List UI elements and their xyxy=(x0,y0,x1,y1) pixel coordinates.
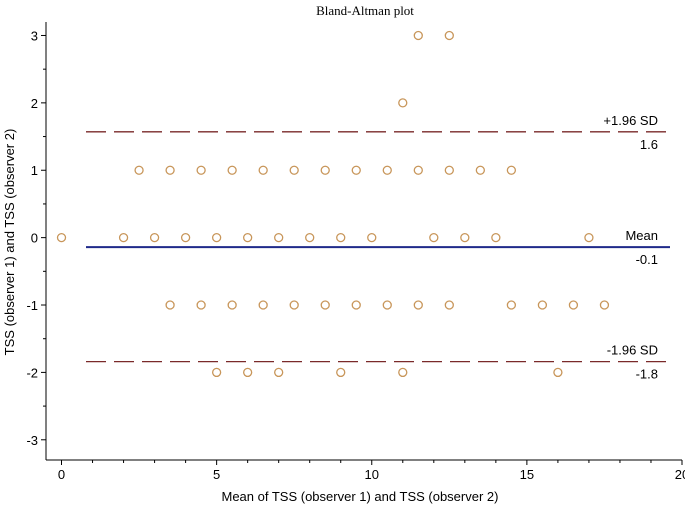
data-point xyxy=(444,165,454,175)
y-tick-label: 0 xyxy=(31,231,38,246)
data-point xyxy=(56,232,67,243)
x-tick-label: 5 xyxy=(213,467,220,482)
data-point xyxy=(289,165,299,175)
data-point xyxy=(351,165,361,175)
reference-line-value: -0.1 xyxy=(636,252,658,267)
data-point xyxy=(475,165,485,175)
data-point xyxy=(149,232,160,243)
data-point xyxy=(537,300,548,310)
data-point xyxy=(367,232,377,243)
reference-line-value: 1.6 xyxy=(640,137,658,152)
data-point xyxy=(413,300,423,310)
reference-line-value: -1.8 xyxy=(636,367,658,382)
data-point xyxy=(460,232,470,243)
x-tick-label: 0 xyxy=(58,467,65,482)
data-point xyxy=(180,232,191,243)
data-point xyxy=(196,165,206,175)
data-point xyxy=(211,232,222,243)
data-point xyxy=(134,165,144,175)
data-point xyxy=(506,165,517,175)
data-point xyxy=(351,300,361,310)
x-tick-label: 10 xyxy=(365,467,379,482)
y-tick-label: 1 xyxy=(31,163,38,178)
data-point xyxy=(444,300,454,310)
data-point xyxy=(118,232,129,243)
data-point xyxy=(243,232,253,243)
data-point xyxy=(320,165,330,175)
x-tick-label: 20 xyxy=(675,467,685,482)
data-point xyxy=(305,232,315,243)
data-point xyxy=(336,232,346,243)
reference-line-name: +1.96 SD xyxy=(603,113,658,128)
data-point xyxy=(258,165,268,175)
data-point xyxy=(429,232,439,243)
data-point xyxy=(491,232,501,243)
data-point xyxy=(382,300,392,310)
data-point xyxy=(444,30,454,41)
reference-line-name: Mean xyxy=(625,228,658,243)
y-tick-label: -3 xyxy=(26,433,38,448)
data-point xyxy=(165,300,175,310)
data-point xyxy=(506,300,517,310)
data-point xyxy=(382,165,392,175)
data-point xyxy=(227,300,237,310)
data-point xyxy=(584,232,594,243)
data-point xyxy=(568,300,579,310)
data-point xyxy=(243,367,253,378)
data-point xyxy=(553,367,563,378)
data-point xyxy=(413,165,423,175)
y-tick-label: 2 xyxy=(31,96,38,111)
data-point xyxy=(196,300,206,310)
data-point xyxy=(289,300,299,310)
data-point xyxy=(599,300,610,310)
y-tick-label: -2 xyxy=(26,365,38,380)
y-tick-label: -1 xyxy=(26,298,38,313)
data-point xyxy=(413,30,423,41)
data-point xyxy=(398,98,408,108)
data-point xyxy=(274,232,284,243)
x-axis-label: Mean of TSS (observer 1) and TSS (observ… xyxy=(222,489,499,504)
data-point xyxy=(274,367,284,378)
reference-line-name: -1.96 SD xyxy=(607,343,658,358)
data-point xyxy=(211,367,222,378)
data-point xyxy=(258,300,268,310)
data-point xyxy=(398,367,408,378)
data-point xyxy=(165,165,175,175)
data-point xyxy=(227,165,237,175)
x-tick-label: 15 xyxy=(520,467,534,482)
data-point xyxy=(336,367,346,378)
chart-title: Bland-Altman plot xyxy=(316,3,414,18)
data-point xyxy=(320,300,330,310)
y-tick-label: 3 xyxy=(31,28,38,43)
y-axis-label: TSS (observer 1) and TSS (observer 2) xyxy=(2,129,17,356)
